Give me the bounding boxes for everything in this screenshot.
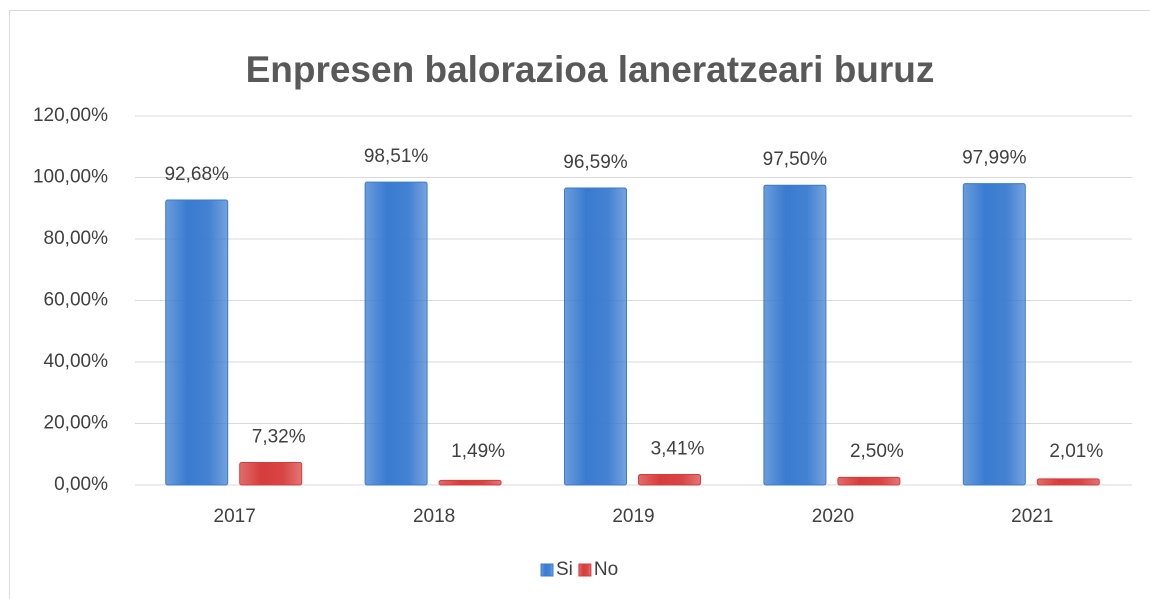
data-label: 1,49% [451,441,505,462]
legend-label: No [594,559,618,580]
data-label: 96,59% [563,152,628,173]
x-tick-label: 2020 [812,506,854,527]
bar [165,199,229,486]
bar [364,181,428,486]
legend-label: Si [556,559,573,580]
x-tick-label: 2017 [214,506,256,527]
bar [962,183,1026,486]
data-label: 97,50% [763,149,828,170]
bar [239,461,303,486]
chart-title: Enpresen balorazioa laneratzeari buruz [246,49,935,90]
bar [438,479,502,486]
y-tick-label: 40,00% [44,351,109,372]
x-tick-label: 2021 [1011,506,1053,527]
y-tick-label: 120,00% [33,105,108,126]
y-tick-label: 60,00% [44,290,109,311]
x-tick-label: 2019 [612,506,654,527]
bar [837,476,901,486]
data-label: 2,50% [850,441,904,462]
bar [763,184,827,486]
data-label: 3,41% [651,439,705,460]
bar [638,474,701,486]
data-label: 98,51% [364,146,429,167]
legend-swatch [540,563,554,577]
y-tick-label: 20,00% [44,413,109,434]
data-label: 2,01% [1049,441,1103,462]
data-label: 97,99% [962,148,1027,169]
y-tick-label: 80,00% [44,228,109,249]
legend-swatch [578,563,592,577]
data-label: 92,68% [164,164,229,185]
bar [564,187,627,486]
y-tick-label: 0,00% [54,474,108,495]
y-tick-label: 100,00% [33,167,108,188]
data-label: 7,32% [252,427,306,448]
x-tick-label: 2018 [413,506,455,527]
bar [1036,478,1100,486]
